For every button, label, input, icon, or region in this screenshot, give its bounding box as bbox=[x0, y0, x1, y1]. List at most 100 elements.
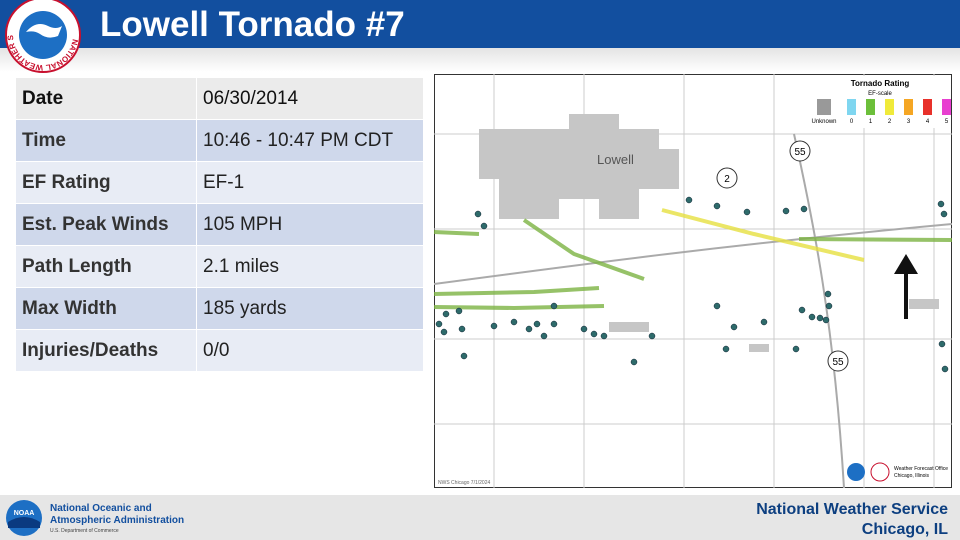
row-label: Path Length bbox=[15, 245, 197, 288]
damage-point bbox=[533, 320, 541, 328]
damage-point bbox=[540, 332, 548, 340]
damage-point bbox=[798, 306, 806, 314]
table-row: Date 06/30/2014 bbox=[15, 77, 424, 120]
legend-label: 5 bbox=[945, 119, 949, 125]
north-arrow bbox=[894, 254, 918, 319]
damage-point bbox=[792, 345, 800, 353]
damage-point bbox=[455, 307, 463, 315]
damage-point bbox=[825, 302, 833, 310]
damage-point bbox=[941, 365, 949, 373]
row-value: 2.1 miles bbox=[196, 245, 424, 288]
damage-point bbox=[458, 325, 466, 333]
route-label: 55 bbox=[794, 147, 806, 158]
row-value: EF-1 bbox=[196, 161, 424, 204]
damage-point bbox=[730, 323, 738, 331]
row-value: 10:46 - 10:47 PM CDT bbox=[196, 119, 424, 162]
damage-point bbox=[743, 208, 751, 216]
damage-point bbox=[580, 325, 588, 333]
damage-point bbox=[442, 310, 450, 318]
info-table: Date 06/30/2014 Time 10:46 - 10:47 PM CDT EF… bbox=[15, 77, 424, 372]
damage-point bbox=[713, 302, 721, 310]
damage-point bbox=[590, 330, 598, 338]
damage-point bbox=[940, 210, 948, 218]
table-row: Path Length 2.1 miles bbox=[15, 245, 424, 288]
damage-point bbox=[435, 320, 443, 328]
damage-point bbox=[722, 345, 730, 353]
legend-swatch bbox=[904, 99, 913, 115]
table-row: Injuries/Deaths 0/0 bbox=[15, 329, 424, 372]
damage-point bbox=[525, 325, 533, 333]
noaa-text: NOAA bbox=[14, 510, 35, 517]
legend-label: 3 bbox=[907, 119, 911, 125]
legend-label: 4 bbox=[926, 119, 930, 125]
damage-point bbox=[816, 314, 824, 322]
row-label: Time bbox=[15, 119, 197, 162]
footer: NOAA National Oceanic and Atmospheric Ad… bbox=[0, 495, 960, 540]
damage-point bbox=[713, 202, 721, 210]
damage-point bbox=[685, 196, 693, 204]
damage-point bbox=[474, 210, 482, 218]
office: Weather Forecast Office bbox=[894, 466, 948, 472]
place: Chicago, IL bbox=[861, 521, 948, 538]
legend-title: Tornado Rating bbox=[851, 79, 910, 88]
tracks bbox=[434, 208, 952, 311]
legend-label: 0 bbox=[850, 119, 854, 125]
row-label: Est. Peak Winds bbox=[15, 203, 197, 246]
damage-point bbox=[808, 313, 816, 321]
service: National Weather Service bbox=[756, 501, 948, 518]
town-area bbox=[479, 114, 939, 352]
header-bar: Lowell Tornado #7 bbox=[0, 0, 960, 48]
legend-label: 2 bbox=[888, 119, 892, 125]
damage-point bbox=[600, 332, 608, 340]
damage-point bbox=[824, 290, 832, 298]
damage-point bbox=[460, 352, 468, 360]
legend-subtitle: EF-scale bbox=[868, 91, 892, 97]
legend-label: Unknown bbox=[811, 119, 836, 125]
damage-point bbox=[937, 200, 945, 208]
agency-line: National Oceanic and bbox=[50, 503, 152, 514]
row-label: Date bbox=[15, 77, 197, 120]
damage-point bbox=[480, 222, 488, 230]
roads bbox=[434, 74, 952, 488]
damage-point bbox=[800, 205, 808, 213]
damage-point bbox=[550, 302, 558, 310]
nws-logo: NATIONAL WEATHER SERVICE bbox=[4, 0, 81, 73]
damage-point bbox=[550, 320, 558, 328]
damage-point bbox=[782, 207, 790, 215]
damage-points bbox=[435, 196, 949, 373]
row-label: Max Width bbox=[15, 287, 197, 330]
row-value: 185 yards bbox=[196, 287, 424, 330]
title: Lowell Tornado #7 bbox=[100, 5, 405, 44]
damage-point bbox=[490, 322, 498, 330]
damage-point bbox=[440, 328, 448, 336]
legend-swatch bbox=[885, 99, 894, 115]
legend-label: 1 bbox=[869, 119, 873, 125]
map: 2 55 55 Lowell Tornado Rating EF-scale U… bbox=[434, 74, 952, 488]
damage-point bbox=[822, 316, 830, 324]
row-value: 105 MPH bbox=[196, 203, 424, 246]
table-row: EF Rating EF-1 bbox=[15, 161, 424, 204]
row-label: EF Rating bbox=[15, 161, 197, 204]
damage-point bbox=[630, 358, 638, 366]
legend-swatch bbox=[866, 99, 875, 115]
department: U.S. Department of Commerce bbox=[50, 528, 119, 534]
damage-point bbox=[938, 340, 946, 348]
legend-swatch bbox=[847, 99, 856, 115]
town-label: Lowell bbox=[597, 152, 634, 167]
legend-swatch bbox=[923, 99, 932, 115]
header-band bbox=[0, 48, 960, 72]
damage-point bbox=[648, 332, 656, 340]
row-value: 06/30/2014 bbox=[196, 77, 424, 120]
credit: NWS Chicago 7/1/2024 bbox=[438, 480, 490, 486]
table-row: Time 10:46 - 10:47 PM CDT bbox=[15, 119, 424, 162]
route-label: 55 bbox=[832, 357, 844, 368]
office-place: Chicago, Illinois bbox=[894, 473, 930, 479]
row-value: 0/0 bbox=[196, 329, 424, 372]
route-label: 2 bbox=[724, 174, 730, 185]
legend-swatch bbox=[942, 99, 951, 115]
row-label: Injuries/Deaths bbox=[15, 329, 197, 372]
damage-point bbox=[760, 318, 768, 326]
table-row: Est. Peak Winds 105 MPH bbox=[15, 203, 424, 246]
table-row: Max Width 185 yards bbox=[15, 287, 424, 330]
